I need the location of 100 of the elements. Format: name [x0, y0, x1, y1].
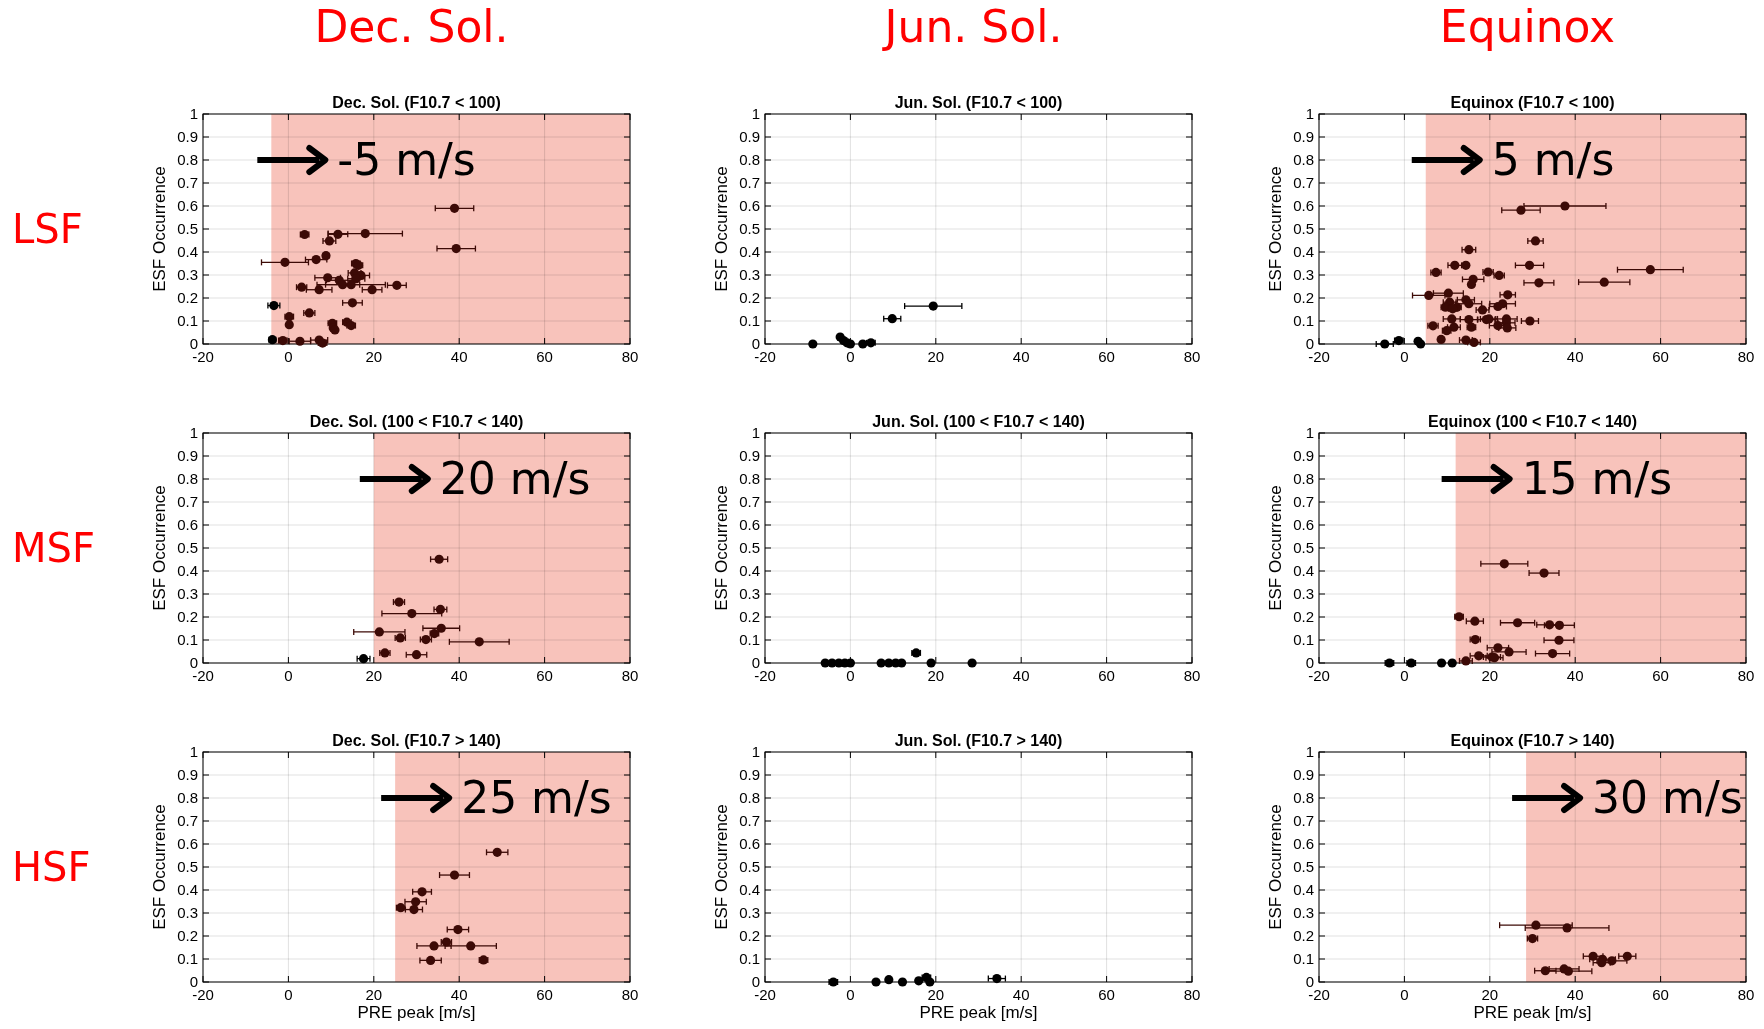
- x-tick-label: 60: [1098, 986, 1115, 1003]
- y-tick-label: 0.5: [177, 858, 198, 876]
- x-tick-label: 40: [450, 986, 468, 1003]
- y-tick-label: 0.2: [177, 289, 198, 307]
- x-tick-label: 20: [365, 986, 383, 1003]
- x-tick-label: 80: [1737, 348, 1755, 365]
- y-tick-label: 0.9: [177, 447, 198, 465]
- x-tick-label: 80: [1737, 986, 1755, 1003]
- y-tick-label: 0.7: [1293, 493, 1314, 511]
- y-tick-label: 0.3: [177, 266, 198, 284]
- y-axis-title: ESF Occurrence: [150, 166, 169, 292]
- y-tick-label: 0.1: [177, 312, 198, 330]
- y-tick-label: 0.7: [177, 812, 198, 830]
- x-tick-label: 60: [1098, 348, 1115, 365]
- y-axis-title: ESF Occurrence: [1266, 485, 1285, 611]
- y-tick-label: 1: [751, 743, 760, 761]
- y-tick-label: 0.2: [1293, 289, 1314, 307]
- y-tick-label: 0.8: [1293, 470, 1314, 488]
- x-tick-label: 40: [1566, 986, 1584, 1003]
- text: Equinox: [1439, 1, 1616, 52]
- y-axis-title: ESF Occurrence: [1266, 804, 1285, 930]
- y-tick-label: 0.2: [739, 289, 760, 307]
- chart-title: Jun. Sol. (F10.7 > 140): [894, 732, 1063, 749]
- x-tick-label: 20: [1481, 986, 1499, 1003]
- y-tick-label: 0.6: [177, 197, 198, 215]
- chart-title: Dec. Sol. (F10.7 < 100): [332, 94, 501, 111]
- y-tick-label: 0.6: [1293, 516, 1314, 534]
- chart-title: Jun. Sol. (F10.7 < 100): [894, 94, 1063, 111]
- y-tick-label: 0.3: [1293, 585, 1314, 603]
- chart-title: Jun. Sol. (100 < F10.7 < 140): [872, 413, 1085, 430]
- y-tick-label: 0.9: [177, 128, 198, 146]
- x-tick-label: 20: [927, 667, 945, 684]
- x-tick-label: 20: [927, 986, 945, 1003]
- y-tick-label: 0.1: [177, 631, 198, 649]
- y-tick-label: 0.3: [1293, 266, 1314, 284]
- chart-title: Equinox (F10.7 < 100): [1450, 94, 1615, 111]
- y-tick-label: 1: [189, 743, 198, 761]
- y-tick-label: 0.8: [739, 151, 760, 169]
- text: MSF: [12, 525, 95, 571]
- chart-title: Equinox (F10.7 > 140): [1450, 732, 1615, 749]
- y-tick-label: 0.7: [739, 493, 760, 511]
- y-tick-label: 0.4: [177, 243, 198, 261]
- y-tick-label: 0.5: [739, 858, 760, 876]
- chart-title: Dec. Sol. (F10.7 > 140): [332, 732, 501, 749]
- band-label: 5 m/s: [1491, 134, 1615, 186]
- x-tick-label: 40: [1566, 348, 1584, 365]
- x-tick-label: 20: [1481, 348, 1499, 365]
- y-axis-title: ESF Occurrence: [712, 166, 731, 292]
- chart-title: Equinox (100 < F10.7 < 140): [1428, 413, 1637, 430]
- y-tick-label: 0.9: [739, 128, 760, 146]
- y-tick-label: 0.2: [1293, 927, 1314, 945]
- chart-title: Dec. Sol. (100 < F10.7 < 140): [309, 413, 524, 430]
- y-tick-label: 0.1: [739, 950, 760, 968]
- y-tick-label: 0.7: [739, 174, 760, 192]
- y-tick-label: 0.9: [739, 766, 760, 784]
- x-tick-label: 40: [1012, 348, 1030, 365]
- x-tick-label: 60: [1098, 667, 1115, 684]
- y-tick-label: 0.6: [177, 835, 198, 853]
- y-tick-label: 0.2: [739, 927, 760, 945]
- text: LSF: [12, 206, 83, 252]
- x-tick-label: 40: [450, 667, 468, 684]
- y-tick-label: 0.6: [1293, 197, 1314, 215]
- y-tick-label: 0.6: [1293, 835, 1314, 853]
- x-tick-label: 60: [536, 667, 553, 684]
- y-tick-label: 0.3: [739, 904, 760, 922]
- y-tick-label: 0.3: [177, 585, 198, 603]
- y-tick-label: 0.1: [739, 312, 760, 330]
- y-axis-title: ESF Occurrence: [1266, 166, 1285, 292]
- y-axis-title: ESF Occurrence: [150, 485, 169, 611]
- x-tick-label: 40: [1012, 667, 1030, 684]
- y-tick-label: 0.2: [177, 608, 198, 626]
- x-tick-label: 0: [1400, 667, 1409, 684]
- y-tick-label: 0.5: [177, 220, 198, 238]
- y-tick-label: 0.1: [1293, 312, 1314, 330]
- y-tick-label: 0.9: [177, 766, 198, 784]
- y-tick-label: 1: [189, 105, 198, 123]
- band-label: 15 m/s: [1521, 453, 1673, 505]
- x-tick-label: 80: [621, 667, 639, 684]
- y-tick-label: 0.7: [177, 174, 198, 192]
- x-tick-label: 0: [1400, 348, 1409, 365]
- x-tick-label: 80: [1183, 986, 1201, 1003]
- y-tick-label: 0.8: [177, 470, 198, 488]
- y-tick-label: 1: [1305, 424, 1314, 442]
- y-tick-label: 1: [751, 424, 760, 442]
- y-tick-label: 0.2: [739, 608, 760, 626]
- text: HSF: [12, 844, 91, 890]
- y-tick-label: 0.2: [177, 927, 198, 945]
- x-tick-label: 60: [536, 986, 553, 1003]
- y-tick-label: 0.4: [739, 562, 760, 580]
- x-tick-label: 60: [1652, 986, 1669, 1003]
- x-tick-label: 80: [1183, 667, 1201, 684]
- x-tick-label: 20: [365, 667, 383, 684]
- y-tick-label: 0.9: [1293, 128, 1314, 146]
- y-tick-label: 0.3: [739, 585, 760, 603]
- y-tick-label: 0.6: [177, 516, 198, 534]
- y-tick-label: 0.8: [739, 470, 760, 488]
- y-tick-label: 0.4: [1293, 881, 1314, 899]
- y-tick-label: 0.8: [1293, 789, 1314, 807]
- x-tick-label: 40: [1566, 667, 1584, 684]
- x-tick-label: 20: [1481, 667, 1499, 684]
